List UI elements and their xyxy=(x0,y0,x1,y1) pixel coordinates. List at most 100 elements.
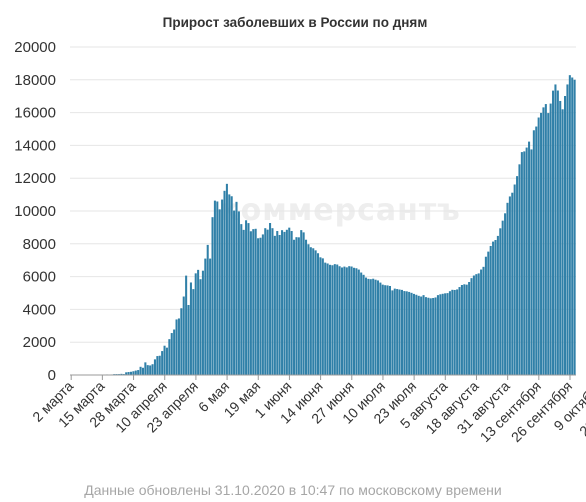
bar[interactable] xyxy=(271,228,274,375)
bar[interactable] xyxy=(441,293,444,375)
bar[interactable] xyxy=(336,264,339,375)
bar[interactable] xyxy=(472,275,475,375)
bar[interactable] xyxy=(307,244,310,375)
bar[interactable] xyxy=(549,103,552,375)
bar[interactable] xyxy=(400,289,403,375)
bar[interactable] xyxy=(235,201,238,375)
bar[interactable] xyxy=(518,164,521,375)
bar[interactable] xyxy=(175,319,178,375)
bar[interactable] xyxy=(525,147,528,375)
bar[interactable] xyxy=(420,296,423,375)
bar[interactable] xyxy=(187,305,190,375)
bar[interactable] xyxy=(338,266,341,375)
bar[interactable] xyxy=(561,109,564,375)
bar[interactable] xyxy=(312,248,315,375)
bar[interactable] xyxy=(149,365,152,375)
bar[interactable] xyxy=(496,235,499,375)
bar[interactable] xyxy=(388,286,391,375)
bar[interactable] xyxy=(259,237,262,375)
bar[interactable] xyxy=(120,373,123,375)
bar[interactable] xyxy=(165,347,168,375)
bar[interactable] xyxy=(506,202,509,375)
bar[interactable] xyxy=(252,229,255,375)
bar[interactable] xyxy=(319,257,322,375)
bar[interactable] xyxy=(125,372,128,375)
bar[interactable] xyxy=(173,329,176,375)
bar[interactable] xyxy=(432,297,435,375)
bar[interactable] xyxy=(410,292,413,375)
bar[interactable] xyxy=(194,273,197,375)
bar[interactable] xyxy=(511,192,514,375)
bar[interactable] xyxy=(424,297,427,375)
bar[interactable] xyxy=(177,318,180,375)
bar[interactable] xyxy=(475,274,478,375)
bar[interactable] xyxy=(444,293,447,375)
bar[interactable] xyxy=(204,258,207,375)
bar[interactable] xyxy=(141,367,144,375)
bar[interactable] xyxy=(508,196,511,375)
bar[interactable] xyxy=(360,272,363,375)
bar[interactable] xyxy=(326,263,329,375)
bar[interactable] xyxy=(352,267,356,375)
bar[interactable] xyxy=(257,238,260,375)
bar[interactable] xyxy=(314,250,317,375)
bar[interactable] xyxy=(484,256,487,375)
bar[interactable] xyxy=(343,266,346,375)
bar[interactable] xyxy=(448,291,451,375)
bar[interactable] xyxy=(182,296,185,375)
bar[interactable] xyxy=(468,282,471,375)
bar[interactable] xyxy=(381,284,384,375)
bar[interactable] xyxy=(487,251,490,375)
bar[interactable] xyxy=(463,284,466,375)
bar[interactable] xyxy=(566,84,569,375)
bar[interactable] xyxy=(134,370,137,375)
bar[interactable] xyxy=(535,126,538,375)
bar[interactable] xyxy=(192,289,195,375)
bar[interactable] xyxy=(249,231,252,375)
bar[interactable] xyxy=(369,279,372,375)
bar[interactable] xyxy=(439,294,442,375)
bar[interactable] xyxy=(132,371,135,375)
bar[interactable] xyxy=(458,287,461,375)
bar[interactable] xyxy=(350,266,353,375)
bar[interactable] xyxy=(317,253,320,375)
bar[interactable] xyxy=(355,268,358,375)
bar[interactable] xyxy=(340,267,344,375)
bar[interactable] xyxy=(321,258,324,375)
bar[interactable] xyxy=(494,240,497,375)
bar[interactable] xyxy=(333,264,336,375)
bar[interactable] xyxy=(213,200,216,375)
bar[interactable] xyxy=(470,278,473,375)
bar[interactable] xyxy=(573,79,576,376)
bar[interactable] xyxy=(391,290,394,375)
bar[interactable] xyxy=(372,278,375,375)
bar[interactable] xyxy=(477,273,480,375)
bar[interactable] xyxy=(127,372,130,375)
bar[interactable] xyxy=(453,289,456,375)
bar[interactable] xyxy=(163,345,166,375)
bar[interactable] xyxy=(266,229,269,375)
bar[interactable] xyxy=(254,228,257,375)
bar[interactable] xyxy=(422,295,425,375)
bar[interactable] xyxy=(492,241,495,375)
bar[interactable] xyxy=(276,231,279,375)
bar[interactable] xyxy=(568,75,571,375)
bar[interactable] xyxy=(218,209,221,375)
bar[interactable] xyxy=(456,289,459,375)
bar[interactable] xyxy=(211,217,214,375)
bar[interactable] xyxy=(465,284,468,375)
bar[interactable] xyxy=(417,295,420,375)
bar[interactable] xyxy=(242,229,245,375)
bar[interactable] xyxy=(547,113,550,375)
bar[interactable] xyxy=(206,244,209,375)
bar[interactable] xyxy=(139,366,142,375)
bar[interactable] xyxy=(405,291,408,375)
bar[interactable] xyxy=(559,100,562,376)
bar[interactable] xyxy=(285,229,288,375)
bar[interactable] xyxy=(151,364,154,375)
bar[interactable] xyxy=(161,351,164,375)
bar[interactable] xyxy=(530,149,533,375)
bar[interactable] xyxy=(309,247,312,375)
bar[interactable] xyxy=(201,270,204,375)
bar[interactable] xyxy=(482,266,485,375)
